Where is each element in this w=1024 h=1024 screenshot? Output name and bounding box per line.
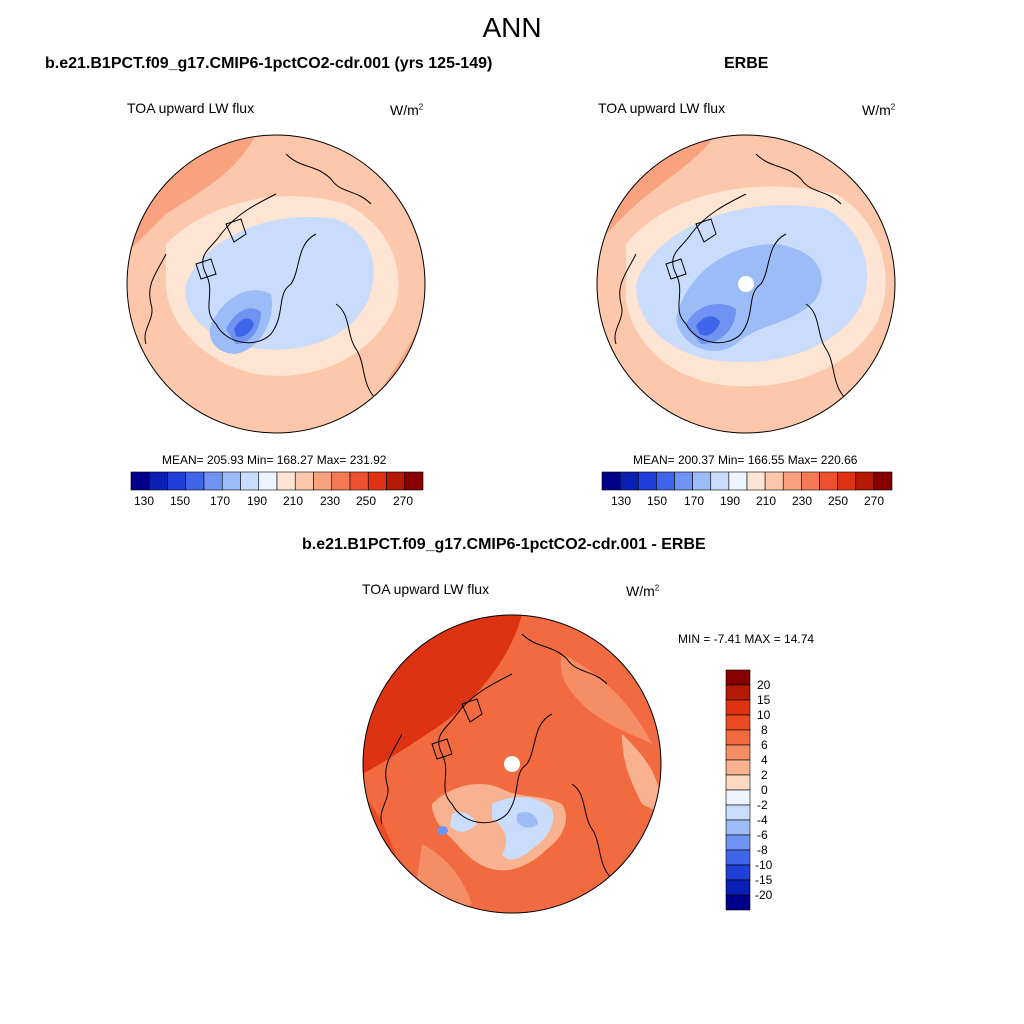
colorbar-cell: [725, 699, 751, 716]
panel-obs-title: ERBE: [724, 55, 769, 72]
colorbar-cell: [203, 471, 223, 491]
colorbar-diff-tick: -15: [755, 873, 773, 887]
colorbar-diff-tick: 0: [761, 783, 768, 797]
panel-diff-title: b.e21.B1PCT.f09_g17.CMIP6-1pctCO2-cdr.00…: [302, 536, 706, 553]
colorbar-diff-tick: -20: [755, 888, 773, 902]
colorbar-model: [130, 471, 424, 491]
colorbar-model-tick: 190: [247, 494, 268, 508]
panel-model-stats: MEAN= 205.93 Min= 168.27 Max= 231.92: [162, 453, 387, 467]
colorbar-cell: [221, 471, 241, 491]
colorbar-obs-tick: 270: [864, 494, 885, 508]
colorbar-model-tick: 170: [210, 494, 231, 508]
colorbar-cell: [725, 759, 751, 776]
colorbar-obs-tick: 130: [611, 494, 632, 508]
colorbar-cell: [710, 471, 730, 491]
colorbar-diff-tick: 2: [761, 768, 768, 782]
colorbar-cell: [656, 471, 675, 491]
colorbar-obs-tick: 250: [828, 494, 849, 508]
colorbar-cell: [725, 789, 751, 806]
colorbar-obs-tick: 230: [792, 494, 813, 508]
figure-title: ANN: [482, 12, 542, 43]
colorbar-cell: [619, 471, 639, 491]
colorbar-obs-tick: 190: [720, 494, 741, 508]
colorbar-obs-tick: 170: [684, 494, 705, 508]
colorbar-diff-tick: -4: [757, 813, 768, 827]
colorbar-diff-tick: 20: [757, 678, 771, 692]
panel-obs-units: W/m2: [862, 102, 896, 118]
colorbar-cell: [148, 471, 168, 491]
colorbar-cell: [782, 471, 802, 491]
colorbar-model-tick: 230: [320, 494, 341, 508]
panel-diff-stats: MIN = -7.41 MAX = 14.74: [678, 632, 815, 646]
polar-map-obs: [596, 134, 896, 434]
colorbar-cell: [725, 714, 751, 731]
colorbar-cell: [725, 669, 751, 686]
colorbar-cell: [837, 471, 857, 491]
colorbar-diff-tick: -6: [757, 828, 768, 842]
colorbar-diff-tick: -2: [757, 798, 768, 812]
panel-diff-variable: TOA upward LW flux: [362, 581, 490, 597]
colorbar-cell: [728, 471, 748, 491]
colorbar-cell: [801, 471, 820, 491]
colorbar-cell: [725, 804, 751, 821]
panel-obs-variable: TOA upward LW flux: [598, 100, 726, 116]
colorbar-cell: [725, 864, 751, 881]
colorbar-cell: [349, 471, 369, 491]
colorbar-cell: [258, 471, 278, 491]
colorbar-obs: [601, 471, 893, 491]
colorbar-model-tick: 150: [170, 494, 191, 508]
colorbar-cell: [725, 744, 751, 761]
colorbar-obs-tick: 210: [756, 494, 777, 508]
colorbar-cell: [294, 471, 314, 491]
colorbar-obs-tick: 150: [647, 494, 668, 508]
colorbar-model-tick: 210: [283, 494, 304, 508]
colorbar-cell: [331, 471, 351, 491]
colorbar-model-tick: 270: [393, 494, 414, 508]
colorbar-cell: [386, 471, 406, 491]
colorbar-cell: [746, 471, 766, 491]
colorbar-cell: [725, 774, 751, 791]
colorbar-diff-tick: 15: [757, 693, 771, 707]
colorbar-diff-tick: 8: [761, 723, 768, 737]
colorbar-model-tick: 250: [356, 494, 377, 508]
colorbar-cell: [313, 471, 333, 491]
panel-obs-stats: MEAN= 200.37 Min= 166.55 Max= 220.66: [633, 453, 858, 467]
colorbar-cell: [819, 471, 838, 491]
colorbar-model-tick: 130: [134, 494, 155, 508]
colorbar-diff-tick: 4: [761, 753, 768, 767]
colorbar-cell: [692, 471, 712, 491]
colorbar-cell: [855, 471, 875, 491]
polar-map-model: [126, 134, 426, 434]
colorbar-diff: [725, 669, 751, 911]
colorbar-cell: [240, 471, 260, 491]
panel-diff-units: W/m2: [626, 583, 660, 599]
colorbar-cell: [276, 471, 296, 491]
colorbar-cell: [185, 471, 205, 491]
colorbar-diff-tick: -10: [755, 858, 773, 872]
polar-map-diff: [362, 614, 662, 914]
colorbar-cell: [764, 471, 784, 491]
colorbar-cell: [725, 819, 751, 836]
colorbar-cell: [404, 471, 424, 491]
colorbar-cell: [725, 684, 751, 701]
colorbar-cell: [637, 471, 657, 491]
colorbar-cell: [725, 849, 751, 866]
colorbar-cell: [725, 729, 751, 746]
colorbar-cell: [601, 471, 621, 491]
panel-model-title: b.e21.B1PCT.f09_g17.CMIP6-1pctCO2-cdr.00…: [45, 55, 493, 72]
colorbar-cell: [725, 834, 751, 851]
panel-model-variable: TOA upward LW flux: [127, 100, 255, 116]
colorbar-diff-tick: 6: [761, 738, 768, 752]
colorbar-cell: [873, 471, 893, 491]
colorbar-diff-tick: -8: [757, 843, 768, 857]
panel-model-units: W/m2: [390, 102, 424, 118]
colorbar-cell: [167, 471, 187, 491]
colorbar-cell: [130, 471, 150, 491]
colorbar-cell: [674, 471, 693, 491]
colorbar-cell: [725, 879, 751, 896]
colorbar-cell: [367, 471, 387, 491]
colorbar-diff-tick: 10: [757, 708, 771, 722]
colorbar-cell: [725, 894, 751, 911]
